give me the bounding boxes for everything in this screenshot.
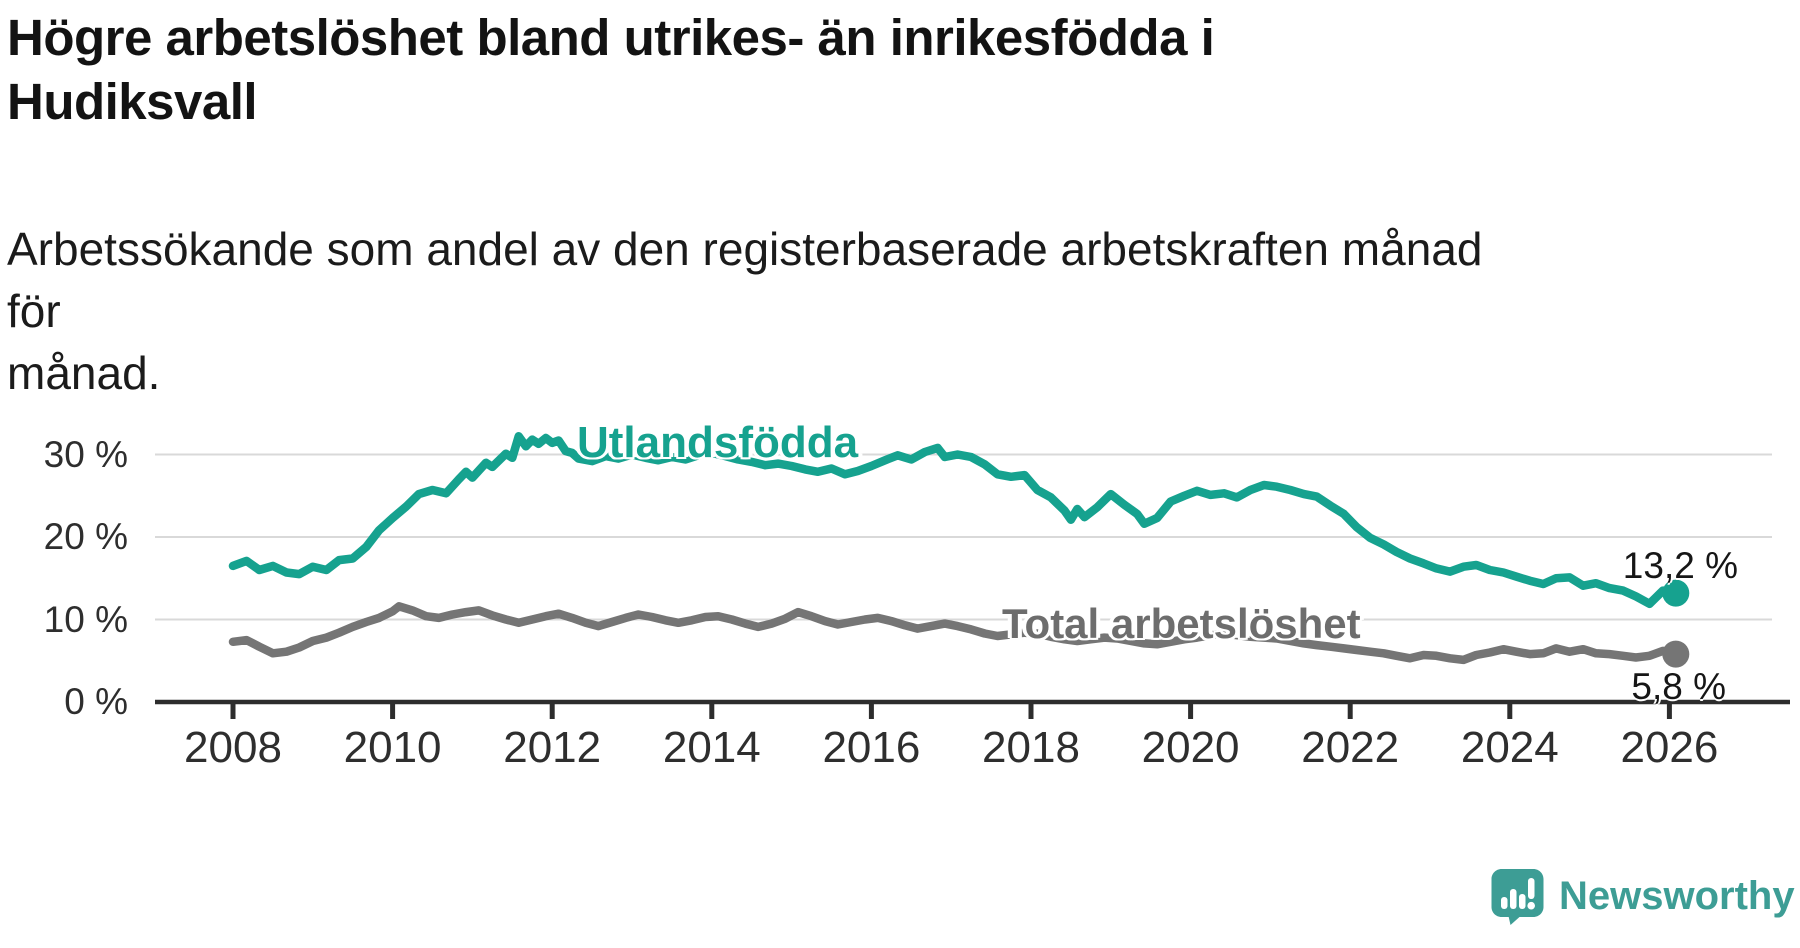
chart-subtitle: Arbetssökande som andel av den registerb… [7, 218, 1507, 404]
chart-title: Högre arbetslöshet bland utrikes- än inr… [7, 6, 1427, 134]
end-value-label-total: 5,8 % [1631, 666, 1726, 707]
chart-subtitle-line-2: månad. [7, 347, 161, 399]
series-line-total-arbetsloshet [228, 602, 1681, 665]
speech-bubble-bar-chart-icon [1491, 869, 1544, 925]
series-label-utlandsfodda: Utlandsfödda [577, 418, 859, 467]
series-end-dot [1662, 640, 1690, 668]
newsworthy-logo: Newsworthy [1489, 867, 1795, 925]
series-line-utlandsfodda [228, 432, 1681, 609]
chart-subtitle-line-1: Arbetssökande som andel av den registerb… [7, 223, 1483, 337]
series-label-total-arbetsloshet: Total arbetslöshet [1002, 600, 1361, 647]
end-value-label-utlandsfodda: 13,2 % [1622, 545, 1738, 586]
newsworthy-wordmark: Newsworthy [1559, 874, 1795, 918]
chart-title-line-1: Högre arbetslöshet bland utrikes- än inr… [7, 9, 1215, 66]
chart-title-line-2: Hudiksvall [7, 73, 258, 130]
series-end-dot [1662, 579, 1690, 607]
